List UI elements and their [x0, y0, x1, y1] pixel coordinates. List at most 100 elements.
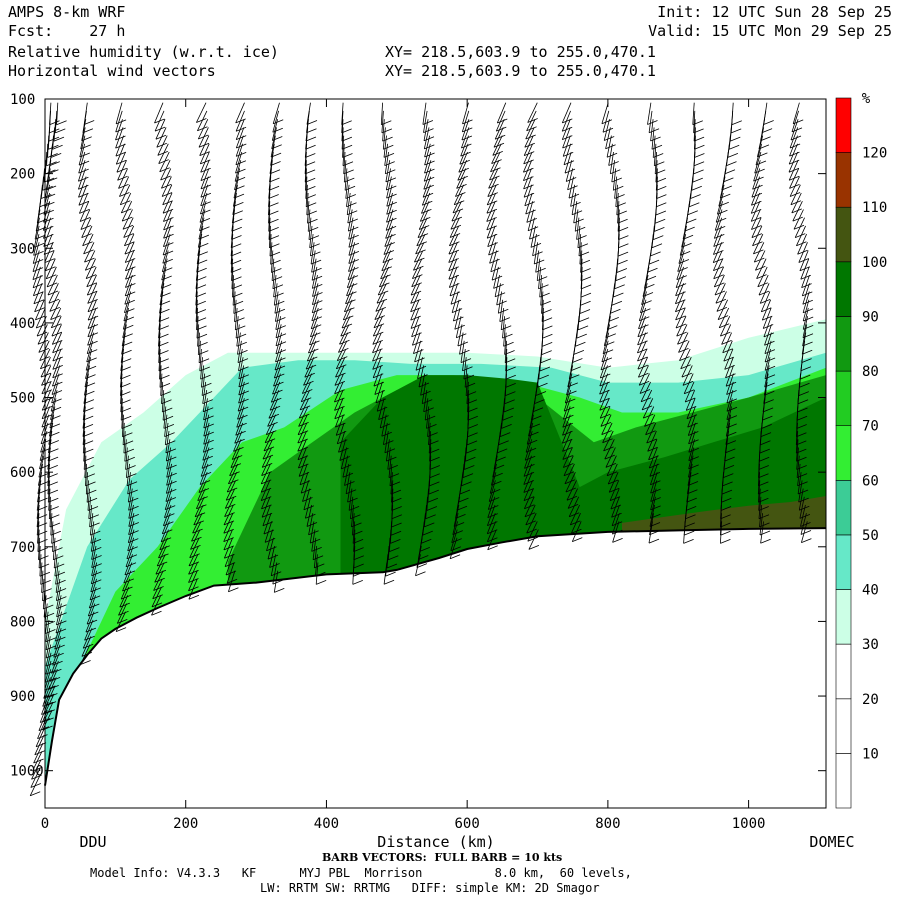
wind-barb-staff [297, 439, 307, 460]
wind-barb-staff [566, 480, 577, 501]
wind-barb-staff [380, 102, 383, 125]
wind-barb-staff [757, 472, 760, 495]
wind-barb-feather [352, 580, 363, 585]
wind-barb-staff [48, 431, 53, 453]
wind-barb-staff [310, 316, 319, 337]
wind-barb-feather [159, 383, 171, 388]
wind-barb-feather [686, 218, 697, 224]
wind-barb-feather [461, 481, 472, 487]
wind-barb-feather [305, 364, 317, 370]
wind-barb-feather [307, 356, 318, 362]
wind-barb-staff [652, 135, 656, 158]
wind-barb-feather [386, 456, 397, 462]
wind-barb-feather [523, 472, 535, 477]
wind-barb-staff [197, 119, 209, 140]
wind-barb-staff [188, 570, 198, 591]
wind-barb-staff [494, 119, 505, 140]
wind-barb-staff [563, 143, 572, 165]
wind-barb-feather [231, 235, 242, 240]
wind-barb-staff [455, 176, 466, 197]
wind-barb-feather [797, 249, 808, 255]
wind-barb-staff [124, 283, 132, 305]
wind-barb-staff [89, 513, 94, 536]
wind-barb-staff [754, 151, 762, 174]
wind-barb-staff [52, 340, 62, 362]
wind-barb-feather [564, 168, 576, 174]
wind-barb-feather [575, 226, 586, 232]
wind-barb-feather [344, 481, 355, 486]
wind-barb-feather [115, 135, 126, 141]
wind-barb-staff [712, 242, 723, 263]
wind-barb-feather [488, 183, 499, 189]
wind-barb-staff [523, 143, 533, 165]
wind-barb-staff [542, 307, 544, 330]
wind-barb-feather [374, 315, 385, 320]
wind-barb-staff [49, 660, 59, 682]
wind-barb-feather [562, 118, 573, 124]
wind-barb-feather [429, 456, 440, 462]
wind-barb-staff [270, 554, 277, 576]
wind-barb-staff [312, 275, 318, 297]
wind-barb-staff [41, 398, 51, 419]
wind-barb-feather [753, 249, 764, 255]
wind-barb-staff [568, 176, 574, 199]
wind-barb-staff [601, 102, 609, 124]
wind-barb-staff [411, 266, 422, 287]
wind-barb-staff [563, 455, 574, 476]
wind-barb-staff [87, 488, 90, 511]
wind-barb-staff [565, 160, 573, 182]
wind-barb-staff [415, 554, 421, 576]
wind-barb-feather [526, 126, 537, 132]
wind-barb-feather [714, 282, 725, 288]
wind-barb-staff [757, 266, 768, 287]
wind-barb-feather [799, 514, 811, 519]
wind-barb-staff [790, 119, 799, 141]
wind-barb-feather [505, 391, 516, 396]
wind-barb-feather [493, 284, 504, 289]
wind-barb-staff [486, 209, 496, 231]
wind-barb-staff [45, 258, 56, 279]
wind-barb-staff [412, 258, 423, 279]
wind-barb-staff [231, 439, 242, 460]
wind-barb-staff [523, 472, 533, 493]
wind-barb-staff [35, 299, 45, 321]
wind-barb-staff [199, 209, 206, 231]
wind-barb-staff [41, 389, 52, 411]
wind-barb-staff [383, 562, 388, 585]
wind-barb-feather [304, 372, 315, 378]
wind-barb-feather [461, 143, 472, 149]
wind-barb-staff [198, 127, 209, 148]
wind-barb-staff [128, 496, 134, 519]
wind-barb-staff [523, 455, 532, 477]
wind-barb-staff [410, 307, 420, 329]
wind-barb-feather [647, 267, 658, 273]
wind-barb-feather [790, 135, 802, 141]
wind-barb-staff [562, 414, 571, 436]
wind-barb-feather [730, 136, 741, 142]
wind-barb-feather [612, 529, 623, 535]
wind-barb-staff [128, 488, 133, 511]
wind-barb-staff [298, 398, 310, 419]
wind-barb-staff [381, 110, 384, 133]
wind-barb-staff [51, 381, 59, 404]
wind-barb-staff [611, 496, 620, 518]
wind-barb-staff [83, 233, 94, 255]
wind-barb-staff [688, 439, 695, 461]
wind-barb-staff [120, 348, 124, 371]
wind-barb-feather [418, 555, 429, 560]
wind-barb-staff [45, 619, 50, 642]
wind-barb-feather [121, 208, 132, 214]
wind-barb-staff [344, 463, 350, 486]
wind-barb-feather [44, 709, 55, 715]
wind-barb-staff [798, 480, 803, 503]
wind-barb-feather [340, 331, 351, 337]
wind-barb-staff [601, 414, 612, 435]
wind-barb-staff [464, 365, 468, 388]
wind-barb-staff [676, 316, 687, 337]
wind-barb-staff [235, 127, 245, 149]
wind-barb-feather [33, 758, 44, 764]
wind-barb-feather [570, 366, 581, 372]
wind-barb-feather [78, 192, 89, 198]
wind-barb-feather [679, 356, 690, 361]
wind-barb-staff [350, 496, 354, 519]
